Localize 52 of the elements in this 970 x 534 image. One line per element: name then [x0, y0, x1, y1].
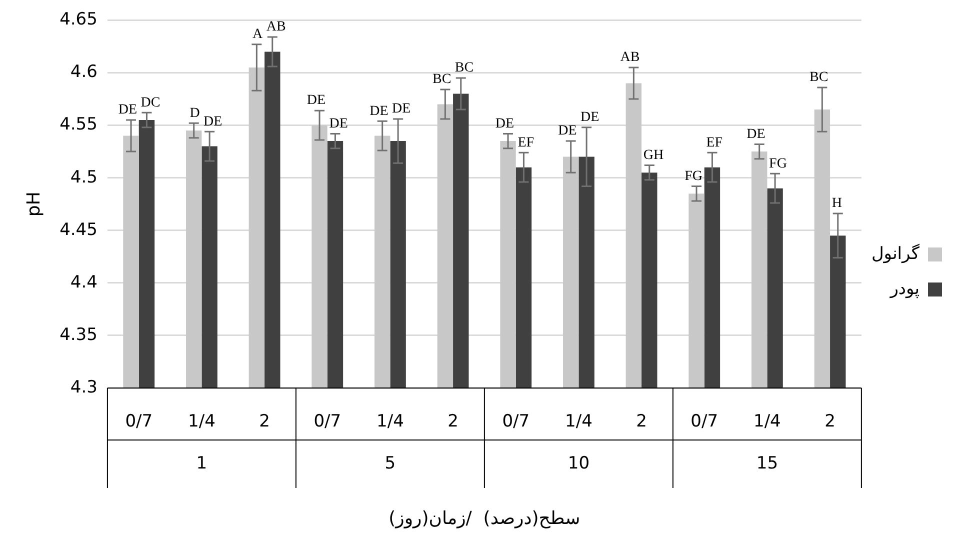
data-label: AB — [266, 20, 286, 35]
x-tick-label: 0/7 — [314, 412, 342, 432]
data-label: A — [252, 27, 264, 42]
x-tick-label: 0/7 — [125, 412, 153, 432]
data-label: DE — [580, 110, 600, 126]
data-label: BC — [432, 72, 452, 88]
y-tick-label: 4.65 — [60, 10, 98, 30]
data-label: DE — [392, 102, 411, 117]
data-label: DE — [118, 102, 138, 118]
y-tick-label: 4.3 — [70, 377, 98, 398]
data-label: DE — [495, 116, 514, 132]
data-label: DC — [140, 95, 160, 110]
data-label: BC — [454, 60, 474, 76]
data-label: FG — [684, 168, 703, 184]
x-tick-label: 1/4 — [754, 412, 781, 432]
text: 5 — [384, 453, 396, 474]
x-tick-label: 1/4 — [565, 412, 592, 432]
data-label: GH — [643, 148, 664, 163]
data-label: BC — [809, 70, 828, 86]
text: 10 — [568, 453, 590, 474]
x-tick-label: 2 — [824, 412, 836, 432]
x-tick-label: 0/7 — [690, 412, 718, 432]
x-tick-label: 0/7 — [502, 412, 530, 432]
y-axis-title: pH — [23, 192, 44, 217]
legend-label: پودر — [889, 278, 920, 299]
data-label: AB — [620, 50, 640, 66]
y-tick-label: 4.35 — [60, 324, 98, 345]
data-label: DE — [558, 124, 577, 139]
x-tick-label: 2 — [259, 412, 270, 432]
x-tick-label: 2 — [636, 412, 647, 432]
text: 1 — [196, 453, 208, 474]
x-tick-label: 1/4 — [188, 412, 216, 432]
y-tick-label: 4.5 — [70, 167, 98, 188]
y-tick-label: 4.55 — [60, 114, 98, 135]
y-tick-label: 4.4 — [70, 272, 98, 292]
data-label: DE — [306, 93, 326, 108]
data-label: H — [832, 196, 842, 212]
data-label: D — [190, 106, 200, 121]
legend-label: گرانول — [871, 242, 920, 264]
data-label: DE — [329, 116, 348, 132]
y-tick-label: 4.45 — [60, 220, 98, 240]
text: 15 — [756, 453, 778, 474]
data-label: EF — [518, 135, 534, 150]
x-tick-label: 2 — [448, 412, 458, 432]
x-tick-label: 1/4 — [376, 412, 404, 432]
data-label: DE — [370, 104, 388, 119]
data-label: DE — [746, 126, 766, 142]
data-label: FG — [769, 156, 787, 172]
data-label: EF — [706, 135, 723, 150]
y-tick-label: 4.6 — [70, 62, 98, 82]
data-label: DE — [204, 114, 222, 130]
x-axis-title: سطح(درصد) /زمان(روز) — [388, 508, 580, 529]
